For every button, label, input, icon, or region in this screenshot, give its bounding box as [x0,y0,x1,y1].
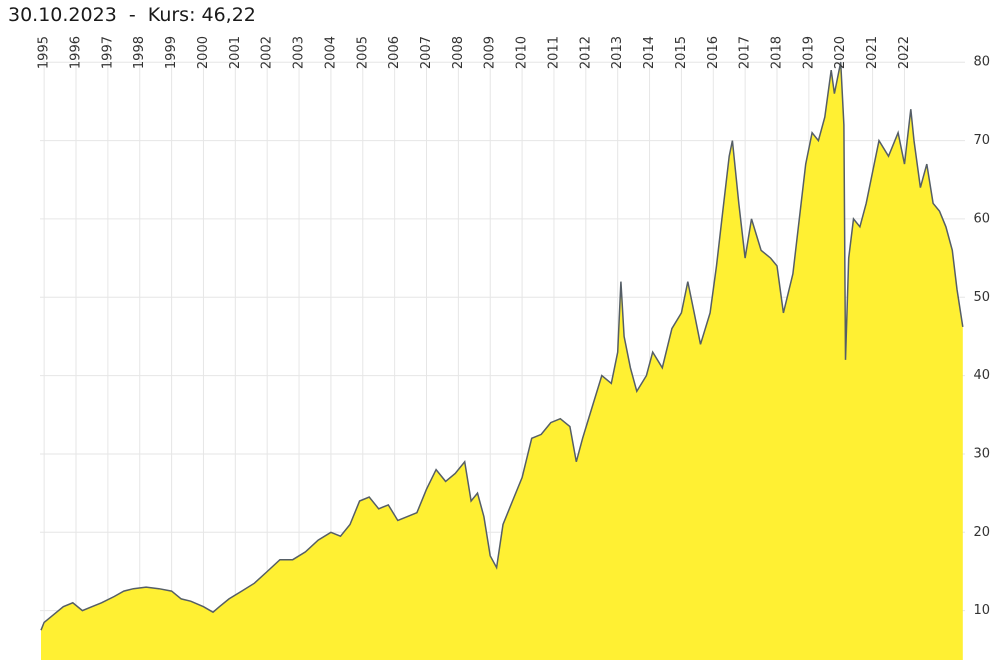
x-tick-label: 2003 [292,36,307,69]
area [41,62,963,660]
x-tick-label: 2007 [419,36,434,69]
x-tick-label: 2012 [578,36,593,69]
x-tick-label: 2014 [642,36,657,69]
x-tick-label: 2008 [451,36,466,69]
x-tick-label: 2010 [515,36,530,69]
x-tick-label: 1996 [69,36,84,69]
x-tick-label: 2019 [801,36,816,69]
chart-title: 30.10.2023 - Kurs: 46,22 [8,4,256,26]
x-tick-label: 2017 [738,36,753,69]
x-tick-label: 2001 [228,36,243,69]
y-tick-label: 70 [973,133,990,148]
y-tick-label: 80 [973,55,990,70]
x-tick-label: 1998 [132,36,147,69]
price-line [40,62,964,631]
y-tick-label: 10 [973,603,990,618]
x-tick-label: 2015 [674,36,689,69]
x-tick-label: 2006 [387,36,402,69]
x-tick-label: 2011 [546,36,561,69]
x-tick-label: 2020 [833,36,848,69]
y-tick-label: 60 [973,211,990,226]
x-tick-label: 1999 [164,36,179,69]
x-tick-label: 2013 [610,36,625,69]
x-tick-label: 2016 [706,36,721,69]
x-tick-label: 2000 [196,36,211,69]
y-tick-label: 50 [973,290,990,305]
x-tick-label: 1995 [37,36,52,69]
y-tick-label: 20 [973,525,990,540]
x-tick-label: 2002 [260,36,275,69]
x-tick-label: 2022 [897,36,912,69]
x-tick-label: 2021 [865,36,880,69]
x-tick-label: 2005 [355,36,370,69]
x-tick-label: 2018 [770,36,785,69]
x-tick-label: 1997 [100,36,115,69]
y-tick-label: 40 [973,368,990,383]
y-tick-label: 30 [973,446,990,461]
x-tick-label: 2009 [483,36,498,69]
x-tick-label: 2004 [323,36,338,69]
